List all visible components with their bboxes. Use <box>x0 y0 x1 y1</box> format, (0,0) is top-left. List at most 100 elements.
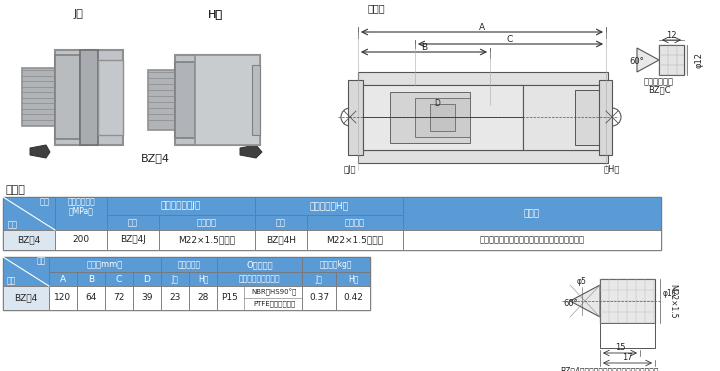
Bar <box>217 272 302 286</box>
Bar <box>105 286 133 310</box>
Bar <box>217 286 302 310</box>
Bar <box>189 272 217 286</box>
Text: PTFE（ガラス入）: PTFE（ガラス入） <box>253 301 295 307</box>
Text: シールコーン: シールコーン <box>644 78 674 86</box>
Bar <box>22 68 55 126</box>
Text: 39: 39 <box>141 293 153 302</box>
Bar <box>523 85 606 150</box>
Text: A: A <box>60 275 66 283</box>
Bar <box>195 55 260 145</box>
Bar <box>307 215 403 230</box>
Bar <box>336 286 370 310</box>
Text: M22×1.5メネジ: M22×1.5メネジ <box>326 236 384 244</box>
Bar <box>77 272 105 286</box>
Bar <box>175 62 195 138</box>
Bar <box>3 197 55 230</box>
Text: 28: 28 <box>197 293 209 302</box>
Text: 質量約（kg）: 質量約（kg） <box>320 260 352 269</box>
Bar <box>133 286 161 310</box>
Bar <box>659 45 684 75</box>
Bar <box>98 60 123 135</box>
Text: φ12: φ12 <box>694 52 703 68</box>
Text: NBR（HS90°）: NBR（HS90°） <box>251 288 297 296</box>
Text: 60°: 60° <box>563 299 577 309</box>
Text: φ5: φ5 <box>577 276 587 286</box>
Text: 寸法図: 寸法図 <box>368 3 386 13</box>
Bar <box>255 215 307 230</box>
Text: BZ－4: BZ－4 <box>17 236 40 244</box>
Bar <box>3 197 661 250</box>
Text: 形式: 形式 <box>6 276 16 286</box>
Bar <box>363 85 415 150</box>
Text: 72: 72 <box>113 293 125 302</box>
Bar <box>302 272 336 286</box>
Bar <box>302 286 336 310</box>
Text: BZ－4: BZ－4 <box>14 293 37 302</box>
Text: B: B <box>88 275 94 283</box>
Bar <box>575 90 608 145</box>
Text: 形式: 形式 <box>8 220 18 230</box>
Text: バックアップリング: バックアップリング <box>239 275 280 283</box>
Bar <box>302 257 370 272</box>
Text: M22×1.5: M22×1.5 <box>668 284 678 318</box>
Text: C: C <box>507 36 513 45</box>
Text: BZ－4取付用シールコーンと相手側ネジ寸法: BZ－4取付用シールコーンと相手側ネジ寸法 <box>560 367 659 371</box>
Text: 60°: 60° <box>629 58 644 66</box>
Bar <box>161 272 189 286</box>
Text: 0.37: 0.37 <box>309 293 329 302</box>
Bar <box>358 72 608 85</box>
Text: 64: 64 <box>85 293 96 302</box>
Text: H側: H側 <box>198 275 208 283</box>
Bar <box>105 272 133 286</box>
Text: 23: 23 <box>169 293 181 302</box>
Bar <box>107 197 255 215</box>
Text: D: D <box>434 99 440 108</box>
Text: H側: H側 <box>348 275 358 283</box>
Bar <box>159 230 255 250</box>
Text: 0.42: 0.42 <box>343 293 363 302</box>
Bar <box>55 55 80 139</box>
Bar <box>49 257 161 272</box>
Text: 17: 17 <box>622 354 633 362</box>
Text: J側: J側 <box>315 275 323 283</box>
Bar <box>55 50 123 145</box>
Polygon shape <box>570 285 600 317</box>
Bar <box>80 50 98 145</box>
Bar <box>49 272 77 286</box>
Text: 15: 15 <box>615 344 625 352</box>
Text: 形式: 形式 <box>276 218 286 227</box>
Text: 接続ネジ: 接続ネジ <box>197 218 217 227</box>
Bar <box>600 323 655 348</box>
Bar <box>3 286 49 310</box>
Bar <box>363 85 523 150</box>
Text: 項目: 項目 <box>40 197 50 207</box>
Polygon shape <box>240 145 262 158</box>
Text: （J）: （J） <box>343 164 356 174</box>
Bar <box>348 80 363 155</box>
Text: J側: J側 <box>171 275 179 283</box>
Bar <box>161 257 217 272</box>
Bar <box>55 230 107 250</box>
Text: 寸法（mm）: 寸法（mm） <box>87 260 123 269</box>
Text: BZ－4J: BZ－4J <box>120 236 146 244</box>
Text: 仕様表: 仕様表 <box>5 185 25 195</box>
Bar <box>3 230 55 250</box>
Text: 接続ネジ: 接続ネジ <box>345 218 365 227</box>
Bar <box>599 80 612 155</box>
Text: B: B <box>421 43 427 53</box>
Text: A: A <box>479 23 485 33</box>
Bar <box>358 150 608 163</box>
Bar <box>148 70 175 130</box>
Bar <box>77 286 105 310</box>
Bar <box>189 286 217 310</box>
Polygon shape <box>637 48 659 72</box>
Text: H側: H側 <box>207 9 222 19</box>
Bar <box>336 272 370 286</box>
Bar <box>600 279 655 323</box>
Bar <box>390 92 470 143</box>
Bar <box>107 215 159 230</box>
Text: 12: 12 <box>666 30 677 39</box>
Bar <box>430 104 455 131</box>
Text: BZ－C: BZ－C <box>648 85 670 95</box>
Text: BZ－4: BZ－4 <box>140 153 169 163</box>
